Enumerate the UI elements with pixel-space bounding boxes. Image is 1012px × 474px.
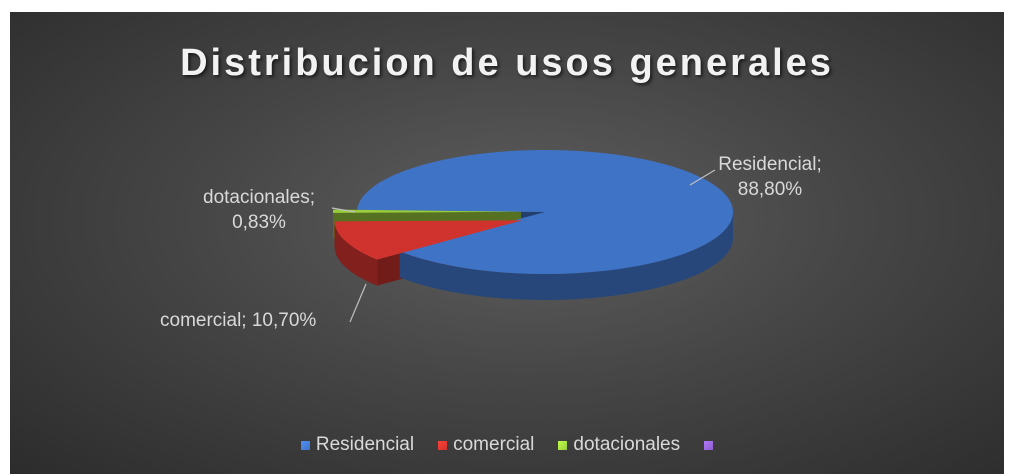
- chart-title: Distribucion de usos generales: [180, 42, 834, 84]
- legend-label: dotacionales: [573, 434, 681, 455]
- data-label: comercial; 10,70%: [160, 310, 317, 331]
- data-label: dotacionales; 0,83%: [203, 187, 315, 233]
- legend-label: Residencial: [315, 434, 415, 455]
- legend-item: dotacionales: [558, 434, 680, 456]
- leader-line: [349, 283, 367, 323]
- data-label: Residencial; 88,80%: [718, 154, 822, 200]
- legend-key: [704, 440, 714, 450]
- slice-side: [334, 221, 378, 286]
- legend-key: [438, 440, 448, 450]
- leader-line: [689, 169, 716, 186]
- legend-key: [558, 440, 568, 450]
- legend-item: Residencial: [300, 434, 415, 456]
- pie-area: [331, 150, 733, 323]
- legend-item: comercial: [438, 434, 534, 456]
- slice-side: [399, 212, 733, 301]
- pie-slice: [357, 150, 733, 274]
- leader-line: [331, 207, 356, 213]
- legend-label: comercial: [453, 434, 535, 455]
- pie-slice: [333, 209, 522, 213]
- legend-item: [704, 440, 714, 450]
- legend-key: [300, 440, 310, 450]
- legend: Residencial comercial dotacionales: [10, 430, 1004, 460]
- pie-slice: [334, 220, 523, 260]
- chart: Distribucion de usos generales Residenci…: [10, 12, 1004, 474]
